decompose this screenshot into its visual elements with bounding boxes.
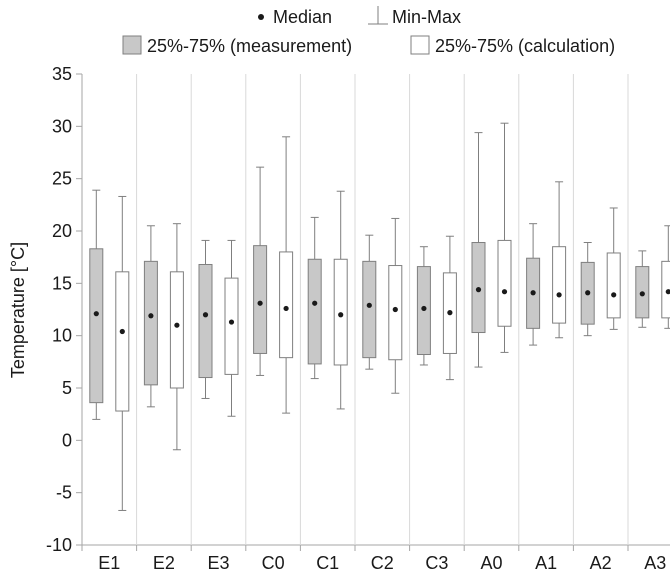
box-measurement — [362, 234, 377, 370]
box-measurement — [143, 225, 158, 408]
x-tick-label: E2 — [153, 553, 175, 573]
y-tick-label: -5 — [56, 483, 72, 503]
median-point — [202, 312, 209, 318]
category-separators — [136, 74, 629, 545]
box-measurement — [198, 239, 213, 399]
median-point — [119, 328, 125, 335]
median-point — [447, 310, 453, 316]
iqr-box — [552, 246, 567, 324]
legend-measurement-swatch — [122, 35, 142, 55]
box-calculation — [115, 195, 130, 511]
median-point — [312, 300, 318, 306]
x-tick-label: C2 — [371, 553, 394, 573]
median-point — [257, 300, 263, 306]
box-measurement — [416, 246, 431, 366]
box-calculation — [661, 225, 670, 329]
box-measurement — [89, 189, 104, 420]
y-tick-label: 35 — [52, 64, 72, 84]
box-measurement — [253, 166, 268, 376]
y-tick-label: 10 — [52, 326, 72, 346]
y-tick-label: 5 — [62, 378, 72, 398]
iqr-box — [661, 260, 670, 319]
legend: Median Min-Max 25%-75% (measurement) 25%… — [122, 6, 615, 56]
boxes — [89, 122, 670, 511]
median-point — [392, 306, 398, 313]
iqr-box — [333, 258, 348, 366]
x-tick-label: C3 — [425, 553, 448, 573]
box-calculation — [606, 207, 621, 330]
legend-calculation-label: 25%-75% (calculation) — [435, 36, 615, 56]
x-tick-label: A2 — [590, 553, 612, 573]
iqr-box — [169, 271, 184, 389]
median-point — [639, 291, 645, 297]
iqr-box — [606, 252, 621, 319]
y-axis-title: Temperature [°C] — [8, 242, 28, 378]
box-measurement — [580, 242, 595, 337]
x-tick-label: E3 — [207, 553, 229, 573]
box-calculation — [333, 190, 348, 410]
median-point — [421, 305, 427, 312]
median-point — [228, 319, 235, 325]
box-calculation — [224, 239, 239, 417]
iqr-box — [143, 260, 158, 386]
median-point — [93, 311, 99, 317]
iqr-box — [362, 260, 377, 359]
legend-median-label: Median — [273, 7, 332, 27]
iqr-box — [253, 245, 268, 354]
box-measurement — [526, 223, 541, 346]
median-point — [148, 313, 154, 319]
box-calculation — [169, 223, 184, 451]
x-tick-label: A3 — [644, 553, 666, 573]
legend-minmax-label: Min-Max — [392, 7, 461, 27]
y-tick-label: 30 — [52, 116, 72, 136]
x-tick-label: C1 — [316, 553, 339, 573]
median-point — [501, 289, 508, 295]
median-point — [174, 322, 180, 328]
median-point — [366, 302, 372, 308]
box-measurement — [635, 250, 650, 328]
iqr-box — [307, 258, 322, 365]
box-calculation — [552, 181, 567, 339]
median-point — [556, 292, 562, 298]
median-point — [283, 305, 289, 312]
y-ticks: -10 -5 0 5 10 15 20 25 30 35 — [46, 64, 82, 555]
median-point — [611, 292, 617, 298]
median-point — [585, 290, 591, 296]
iqr-box — [89, 248, 104, 404]
box-calculation — [279, 136, 294, 414]
legend-calculation-swatch — [410, 35, 430, 55]
legend-median-marker — [258, 14, 264, 20]
y-tick-label: 25 — [52, 169, 72, 189]
legend-minmax-marker — [368, 6, 388, 25]
box-measurement — [307, 216, 322, 380]
iqr-box — [497, 239, 512, 327]
y-tick-label: 15 — [52, 273, 72, 293]
iqr-box — [279, 251, 294, 359]
iqr-box — [224, 277, 239, 375]
box-calculation — [497, 122, 512, 353]
median-point — [665, 289, 670, 295]
y-tick-label: -10 — [46, 535, 72, 555]
iqr-box — [388, 265, 403, 361]
box-measurement — [471, 132, 486, 368]
median-point — [475, 287, 482, 293]
x-tick-label: A0 — [480, 553, 502, 573]
box-calculation — [442, 235, 457, 381]
y-tick-label: 0 — [62, 430, 72, 450]
x-tick-label: E1 — [98, 553, 120, 573]
x-ticks: E1 E2 E3 C0 C1 C2 C3 A0 A1 A2 A3 — [81, 545, 666, 573]
x-tick-label: C0 — [262, 553, 285, 573]
median-point — [530, 290, 536, 296]
x-tick-label: A1 — [535, 553, 557, 573]
iqr-box — [115, 271, 130, 412]
box-calculation — [388, 217, 403, 394]
iqr-box — [198, 263, 213, 379]
median-point — [338, 312, 344, 318]
y-tick-label: 20 — [52, 221, 72, 241]
legend-measurement-label: 25%-75% (measurement) — [147, 36, 352, 56]
